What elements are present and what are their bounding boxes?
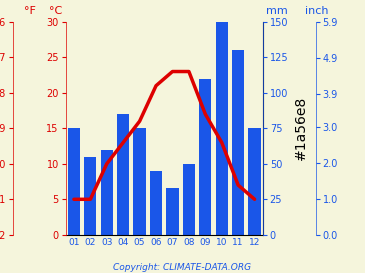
Bar — [216, 22, 228, 235]
Text: °C: °C — [49, 6, 62, 16]
Bar — [183, 164, 195, 235]
Bar — [134, 128, 146, 235]
Bar — [101, 150, 113, 235]
Bar — [84, 157, 96, 235]
Bar — [249, 128, 261, 235]
Bar — [199, 79, 211, 235]
Text: inch: inch — [305, 6, 328, 16]
Bar — [150, 171, 162, 235]
Y-axis label: #1a56e8: #1a56e8 — [294, 96, 308, 161]
Bar — [232, 50, 244, 235]
Bar — [117, 114, 129, 235]
Text: mm: mm — [266, 6, 288, 16]
Text: °F: °F — [24, 6, 36, 16]
Bar — [68, 128, 80, 235]
Bar — [166, 188, 178, 235]
Text: Copyright: CLIMATE-DATA.ORG: Copyright: CLIMATE-DATA.ORG — [114, 263, 251, 272]
